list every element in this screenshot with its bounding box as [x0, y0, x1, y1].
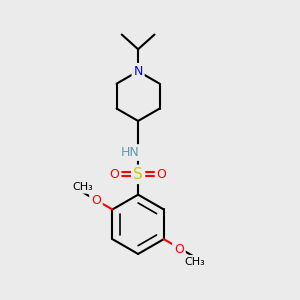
- Text: O: O: [110, 168, 120, 181]
- Text: HN: HN: [120, 146, 139, 159]
- Text: CH₃: CH₃: [72, 182, 93, 192]
- Text: O: O: [157, 168, 166, 181]
- Text: S: S: [133, 167, 143, 182]
- Text: N: N: [134, 65, 143, 78]
- Text: CH₃: CH₃: [185, 257, 206, 267]
- Text: O: O: [174, 243, 184, 256]
- Text: O: O: [91, 194, 101, 207]
